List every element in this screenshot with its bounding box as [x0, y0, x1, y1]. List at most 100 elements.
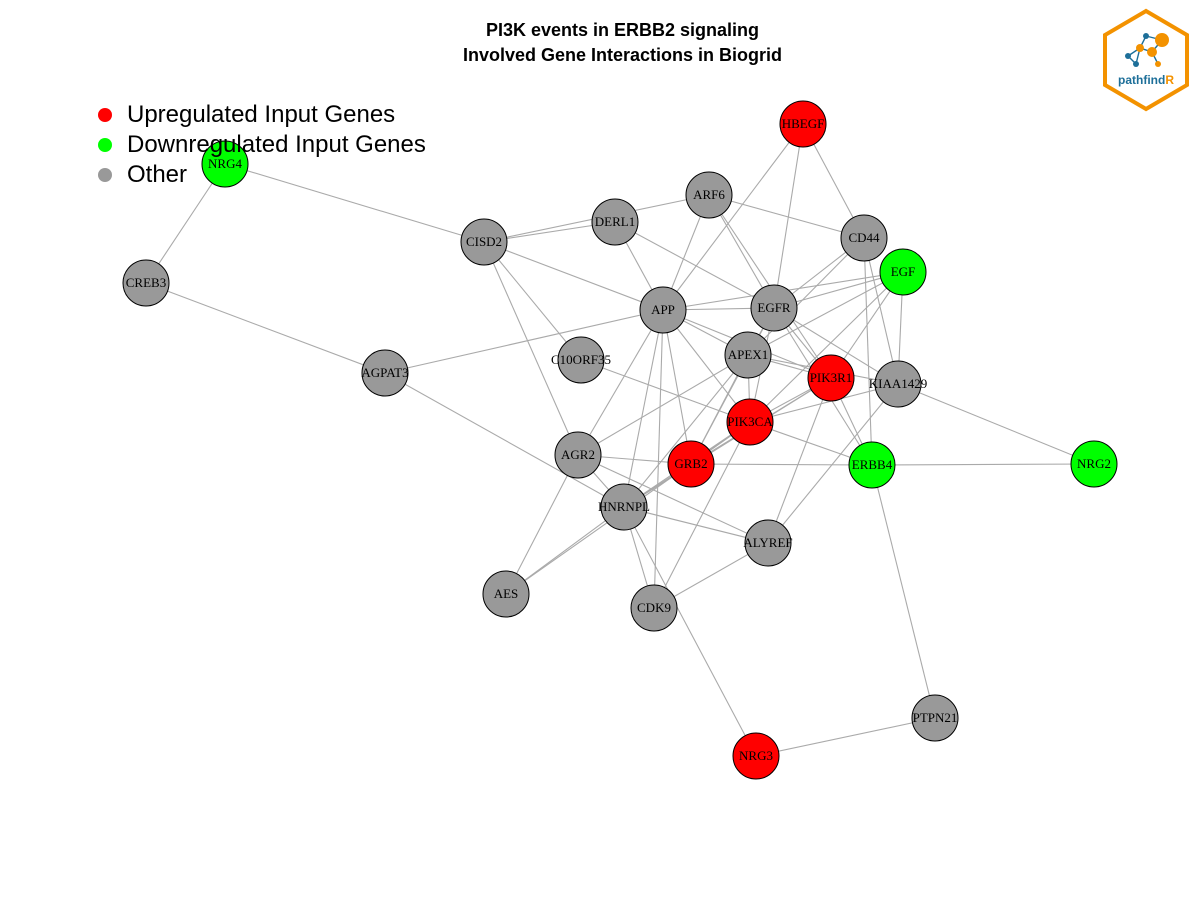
node-circle[interactable] — [361, 349, 409, 397]
node-nrg2[interactable]: NRG2 — [1070, 440, 1118, 488]
node-arf6[interactable]: ARF6 — [685, 171, 733, 219]
edge-ptpn21-nrg3 — [755, 717, 936, 757]
edge-cd44-kiaa1429 — [863, 237, 899, 385]
edge-hbegf-app — [662, 123, 804, 311]
node-agpat3[interactable]: AGPAT3 — [361, 349, 409, 397]
node-circle[interactable] — [779, 100, 827, 148]
node-nrg4[interactable]: NRG4 — [201, 140, 249, 188]
edge-app-cdk9 — [653, 309, 664, 609]
pathfindr-logo: pathfindR — [1103, 8, 1189, 112]
node-circle[interactable] — [848, 441, 896, 489]
legend-label-other: Other — [127, 161, 188, 188]
node-grb2[interactable]: GRB2 — [667, 440, 715, 488]
node-label: HBEGF — [782, 116, 825, 131]
edge-kiaa1429-pik3ca — [749, 383, 899, 423]
node-hbegf[interactable]: HBEGF — [779, 100, 827, 148]
node-circle[interactable] — [600, 483, 648, 531]
node-circle[interactable] — [639, 286, 687, 334]
node-label: GRB2 — [674, 456, 707, 471]
node-label: AGPAT3 — [361, 365, 408, 380]
edge-hnrnpl-nrg3 — [623, 506, 757, 757]
node-label: CDK9 — [637, 600, 671, 615]
node-kiaa1429[interactable]: KIAA1429 — [869, 360, 928, 408]
node-erbb4[interactable]: ERBB4 — [848, 441, 896, 489]
node-circle[interactable] — [201, 140, 249, 188]
node-agr2[interactable]: AGR2 — [554, 431, 602, 479]
node-label: ALYREF — [743, 535, 792, 550]
node-cdk9[interactable]: CDK9 — [630, 584, 678, 632]
edge-erbb4-nrg2 — [871, 463, 1095, 466]
node-circle[interactable] — [460, 218, 508, 266]
node-label: PIK3R1 — [810, 370, 853, 385]
edge-cisd2-c10orf35 — [483, 241, 582, 361]
edge-c10orf35-pik3ca — [580, 359, 751, 423]
node-egfr[interactable]: EGFR — [750, 284, 798, 332]
node-circle[interactable] — [874, 360, 922, 408]
legend-dot-other — [98, 168, 112, 182]
edge-egf-apex1 — [747, 271, 904, 356]
node-circle[interactable] — [726, 398, 774, 446]
edge-nrg4-cisd2 — [224, 163, 485, 243]
node-label: CREB3 — [126, 275, 166, 290]
node-egf[interactable]: EGF — [879, 248, 927, 296]
node-c10orf35[interactable]: C10ORF35 — [551, 336, 611, 384]
node-circle[interactable] — [750, 284, 798, 332]
node-cd44[interactable]: CD44 — [840, 214, 888, 262]
node-label: EGFR — [757, 300, 791, 315]
node-circle[interactable] — [1070, 440, 1118, 488]
node-alyref[interactable]: ALYREF — [743, 519, 793, 567]
edge-pik3r1-alyref — [767, 377, 832, 544]
edge-kiaa1429-nrg2 — [897, 383, 1095, 465]
node-label: PIK3CA — [727, 414, 773, 429]
node-hnrnpl[interactable]: HNRNPL — [598, 483, 650, 531]
logo-hexagon — [1103, 8, 1189, 112]
node-label: CISD2 — [466, 234, 502, 249]
node-pik3ca[interactable]: PIK3CA — [726, 398, 774, 446]
node-derl1[interactable]: DERL1 — [591, 198, 639, 246]
node-aes[interactable]: AES — [482, 570, 530, 618]
title-line-1: PI3K events in ERBB2 signaling — [485, 20, 760, 40]
legend-dot-up — [98, 108, 112, 122]
node-circle[interactable] — [591, 198, 639, 246]
chart-title: PI3K events in ERBB2 signaling Involved … — [0, 18, 1200, 68]
node-circle[interactable] — [685, 171, 733, 219]
node-circle[interactable] — [911, 694, 959, 742]
node-circle[interactable] — [557, 336, 605, 384]
title-line-2: Involved Gene Interactions in Biogrid — [462, 45, 783, 65]
node-apex1[interactable]: APEX1 — [724, 331, 772, 379]
edge-agpat3-hnrnpl — [384, 372, 625, 508]
node-circle[interactable] — [667, 440, 715, 488]
node-ptpn21[interactable]: PTPN21 — [911, 694, 959, 742]
node-circle[interactable] — [732, 732, 780, 780]
legend: Upregulated Input Genes Downregulated In… — [98, 100, 426, 190]
edge-cisd2-app — [483, 241, 664, 311]
node-circle[interactable] — [554, 431, 602, 479]
node-cisd2[interactable]: CISD2 — [460, 218, 508, 266]
edge-app-agr2 — [577, 309, 664, 456]
edge-creb3-agpat3 — [145, 282, 386, 374]
node-pik3r1[interactable]: PIK3R1 — [807, 354, 855, 402]
node-label: AGR2 — [561, 447, 595, 462]
node-circle[interactable] — [840, 214, 888, 262]
edge-grb2-erbb4 — [690, 463, 873, 466]
node-circle[interactable] — [879, 248, 927, 296]
node-label: HNRNPL — [598, 499, 650, 514]
node-label: NRG2 — [1077, 456, 1111, 471]
edge-app-grb2 — [662, 309, 692, 465]
legend-label-up: Upregulated Input Genes — [127, 101, 396, 128]
node-circle[interactable] — [482, 570, 530, 618]
node-circle[interactable] — [122, 259, 170, 307]
edge-egfr-kiaa1429 — [773, 307, 899, 385]
edge-hbegf-egfr — [773, 123, 804, 309]
node-circle[interactable] — [724, 331, 772, 379]
node-app[interactable]: APP — [639, 286, 687, 334]
node-circle[interactable] — [630, 584, 678, 632]
edge-pik3ca-cdk9 — [653, 421, 751, 609]
node-nrg3[interactable]: NRG3 — [732, 732, 780, 780]
node-circle[interactable] — [744, 519, 792, 567]
node-label: KIAA1429 — [869, 376, 928, 391]
edge-cd44-erbb4 — [863, 237, 873, 466]
node-creb3[interactable]: CREB3 — [122, 259, 170, 307]
node-circle[interactable] — [807, 354, 855, 402]
